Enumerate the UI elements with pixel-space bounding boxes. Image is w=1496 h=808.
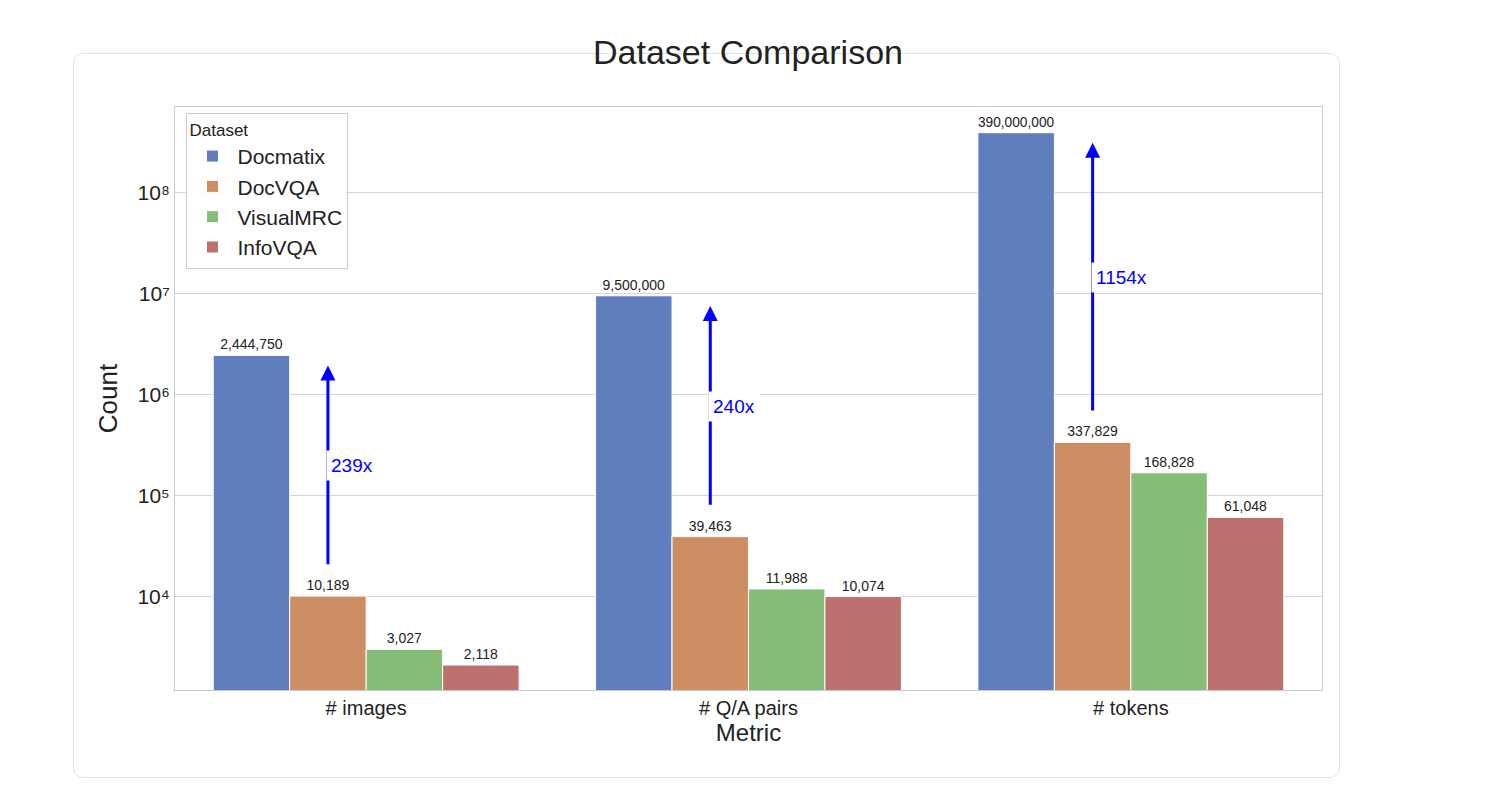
svg-text:10⁵: 10⁵ xyxy=(138,484,170,507)
svg-text:240x: 240x xyxy=(713,396,755,417)
svg-text:239x: 239x xyxy=(331,455,373,476)
svg-text:Dataset: Dataset xyxy=(189,121,248,140)
svg-text:# tokens: # tokens xyxy=(1093,697,1169,719)
svg-text:10⁸: 10⁸ xyxy=(138,181,170,204)
svg-text:168,828: 168,828 xyxy=(1144,454,1195,470)
svg-text:10,074: 10,074 xyxy=(842,578,885,594)
svg-text:61,048: 61,048 xyxy=(1224,498,1267,514)
svg-text:VisualMRC: VisualMRC xyxy=(237,206,342,229)
svg-text:InfoVQA: InfoVQA xyxy=(237,236,316,259)
svg-text:# Q/A pairs: # Q/A pairs xyxy=(699,697,798,719)
svg-text:# images: # images xyxy=(326,697,407,719)
svg-text:9,500,000: 9,500,000 xyxy=(603,277,665,293)
svg-text:10⁶: 10⁶ xyxy=(138,383,170,406)
svg-text:Count: Count xyxy=(93,363,123,433)
svg-text:11,988: 11,988 xyxy=(766,570,808,586)
svg-text:1154x: 1154x xyxy=(1096,267,1147,288)
svg-text:10⁷: 10⁷ xyxy=(139,282,170,305)
svg-text:39,463: 39,463 xyxy=(689,518,732,534)
svg-text:2,118: 2,118 xyxy=(464,646,498,662)
svg-text:Metric: Metric xyxy=(716,719,781,746)
svg-text:390,000,000: 390,000,000 xyxy=(978,115,1055,130)
svg-text:Dataset Comparison: Dataset Comparison xyxy=(593,33,903,71)
svg-text:337,829: 337,829 xyxy=(1067,423,1118,439)
svg-text:10,189: 10,189 xyxy=(306,577,349,593)
svg-text:3,027: 3,027 xyxy=(387,630,422,646)
svg-text:2,444,750: 2,444,750 xyxy=(220,336,282,352)
svg-text:10⁴: 10⁴ xyxy=(137,585,169,608)
svg-text:DocVQA: DocVQA xyxy=(237,176,319,199)
svg-text:Docmatix: Docmatix xyxy=(237,145,325,168)
